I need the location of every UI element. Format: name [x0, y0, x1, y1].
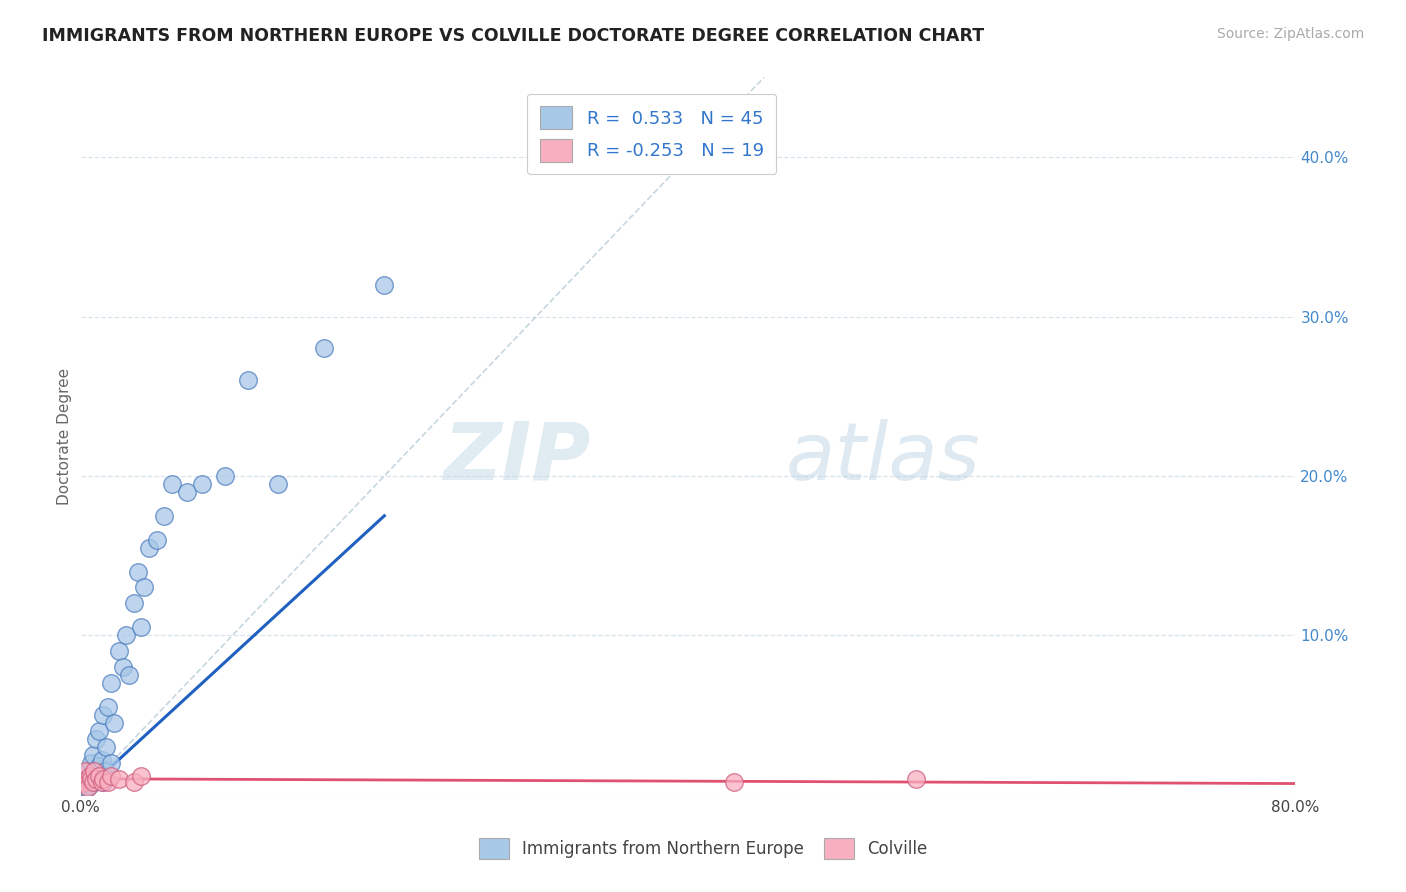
Point	[93, 772, 115, 786]
Point	[84, 764, 107, 778]
Point	[134, 581, 156, 595]
Point	[77, 780, 100, 794]
Point	[236, 373, 259, 387]
Point	[82, 768, 104, 782]
Point	[100, 676, 122, 690]
Legend: R =  0.533   N = 45, R = -0.253   N = 19: R = 0.533 N = 45, R = -0.253 N = 19	[527, 94, 776, 174]
Point	[373, 277, 395, 292]
Point	[112, 660, 135, 674]
Point	[191, 476, 214, 491]
Point	[107, 772, 129, 786]
Point	[127, 565, 149, 579]
Point	[107, 644, 129, 658]
Legend: Immigrants from Northern Europe, Colville: Immigrants from Northern Europe, Colvill…	[472, 831, 934, 866]
Point	[84, 731, 107, 746]
Point	[97, 700, 120, 714]
Point	[79, 778, 101, 792]
Y-axis label: Doctorate Degree: Doctorate Degree	[58, 368, 72, 505]
Point	[82, 747, 104, 762]
Point	[100, 756, 122, 770]
Point	[131, 768, 153, 782]
Point	[76, 772, 98, 786]
Point	[312, 342, 335, 356]
Point	[122, 596, 145, 610]
Point	[96, 739, 118, 754]
Point	[176, 484, 198, 499]
Text: Source: ZipAtlas.com: Source: ZipAtlas.com	[1216, 27, 1364, 41]
Point	[138, 541, 160, 555]
Point	[90, 753, 112, 767]
Point	[80, 772, 103, 786]
Point	[100, 768, 122, 782]
Point	[723, 775, 745, 789]
Point	[87, 759, 110, 773]
Point	[87, 768, 110, 782]
Point	[80, 772, 103, 786]
Point	[93, 775, 115, 789]
Point	[82, 775, 104, 789]
Point	[80, 756, 103, 770]
Point	[94, 764, 117, 778]
Point	[904, 772, 927, 786]
Point	[118, 668, 141, 682]
Point	[160, 476, 183, 491]
Point	[97, 775, 120, 789]
Point	[76, 781, 98, 796]
Point	[93, 708, 115, 723]
Point	[86, 772, 108, 786]
Point	[115, 628, 138, 642]
Point	[122, 775, 145, 789]
Point	[214, 469, 236, 483]
Text: ZIP: ZIP	[443, 418, 591, 497]
Point	[75, 764, 97, 778]
Point	[73, 775, 96, 789]
Point	[131, 620, 153, 634]
Text: atlas: atlas	[785, 418, 980, 497]
Point	[79, 768, 101, 782]
Point	[83, 764, 105, 778]
Point	[145, 533, 167, 547]
Text: IMMIGRANTS FROM NORTHERN EUROPE VS COLVILLE DOCTORATE DEGREE CORRELATION CHART: IMMIGRANTS FROM NORTHERN EUROPE VS COLVI…	[42, 27, 984, 45]
Point	[87, 723, 110, 738]
Point	[75, 780, 97, 794]
Point	[89, 768, 111, 782]
Point	[73, 783, 96, 797]
Point	[267, 476, 290, 491]
Point	[103, 716, 125, 731]
Point	[84, 772, 107, 786]
Point	[83, 775, 105, 789]
Point	[77, 775, 100, 789]
Point	[153, 508, 176, 523]
Point	[77, 764, 100, 778]
Point	[90, 775, 112, 789]
